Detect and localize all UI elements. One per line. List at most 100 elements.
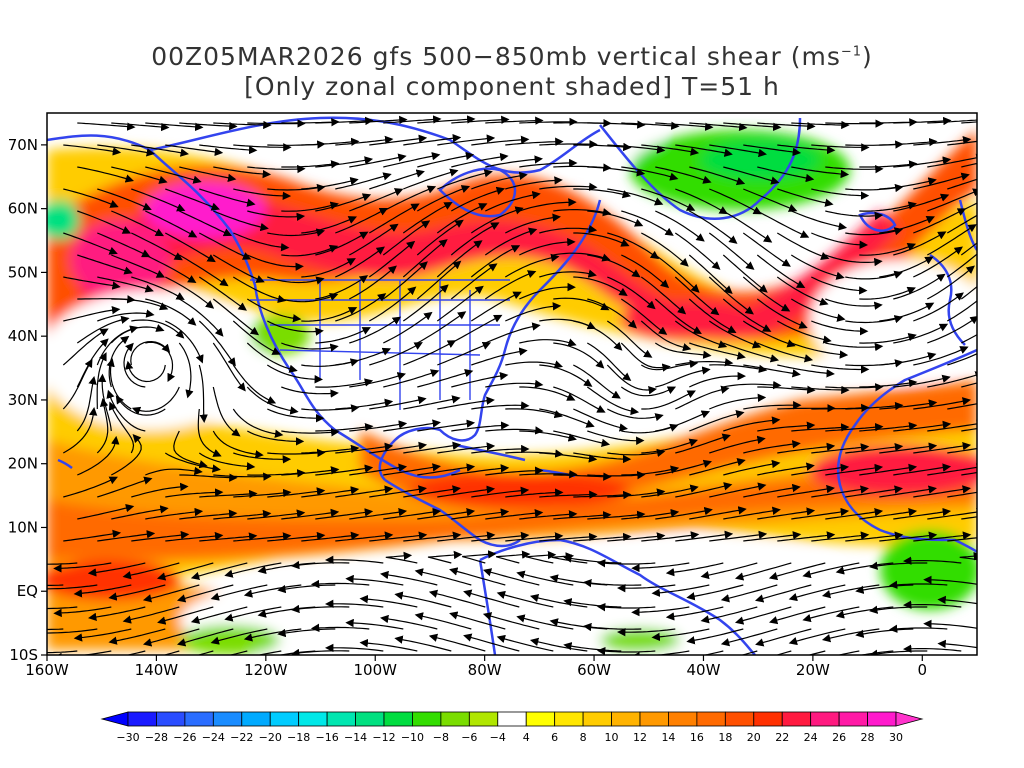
streamline xyxy=(145,466,203,476)
streamline xyxy=(145,254,197,284)
streamline xyxy=(301,444,360,454)
colorbar-swatch xyxy=(554,711,584,727)
streamline xyxy=(675,433,731,454)
streamline xyxy=(788,584,846,602)
streamline xyxy=(961,382,977,388)
streamline xyxy=(111,434,142,476)
colorbar-label: 28 xyxy=(861,731,875,744)
streamline xyxy=(368,203,420,234)
streamline xyxy=(845,315,904,324)
streamline xyxy=(485,379,544,389)
streamline xyxy=(607,408,664,422)
streamline xyxy=(335,293,387,322)
streamline xyxy=(462,550,497,564)
streamline xyxy=(641,359,699,371)
colorbar-swatch xyxy=(525,711,556,727)
streamline xyxy=(825,210,884,221)
y-tick-label: 10S xyxy=(9,646,38,664)
streamline xyxy=(825,342,884,352)
streamline xyxy=(655,166,712,184)
streamline xyxy=(879,442,938,454)
streamline xyxy=(946,214,977,234)
streamline xyxy=(369,169,425,190)
streamline xyxy=(291,648,350,655)
streamline xyxy=(519,237,576,256)
south-america-coast xyxy=(478,538,756,655)
streamline xyxy=(855,584,914,595)
streamline xyxy=(179,210,233,237)
streamline xyxy=(176,628,234,647)
streamline xyxy=(583,622,642,632)
streamline xyxy=(553,511,612,520)
streamline xyxy=(903,600,962,609)
streamline xyxy=(768,562,826,581)
streamline xyxy=(62,407,98,454)
streamline xyxy=(836,650,860,655)
streamline xyxy=(403,441,462,454)
streamline xyxy=(383,115,442,124)
streamline xyxy=(961,428,977,432)
streamline xyxy=(63,276,121,290)
colorbar-label: 6 xyxy=(551,731,558,744)
streamline xyxy=(63,305,121,322)
streamline xyxy=(402,284,449,322)
streamline xyxy=(723,122,782,132)
streamline xyxy=(63,529,122,542)
streamline xyxy=(674,276,720,316)
streamline xyxy=(471,347,528,366)
streamline xyxy=(734,606,792,625)
streamline xyxy=(553,430,611,448)
streamline xyxy=(301,137,360,147)
colorbar-under-arrow xyxy=(100,711,129,727)
streamline xyxy=(247,430,305,446)
streamline xyxy=(655,506,713,520)
colorbar-swatch xyxy=(383,711,413,727)
colorbar-swatch xyxy=(668,711,698,727)
streamline xyxy=(232,320,281,355)
streamline xyxy=(485,466,544,476)
streamline xyxy=(539,139,598,149)
streamline xyxy=(859,201,917,212)
streamline xyxy=(927,115,977,125)
streamline xyxy=(451,115,510,124)
streamline xyxy=(563,554,622,564)
streamline xyxy=(981,171,1024,189)
streamline xyxy=(359,594,418,608)
x-tick-label: 20W xyxy=(796,661,830,679)
streamline xyxy=(708,232,755,270)
streamline xyxy=(777,320,832,344)
streamline xyxy=(281,160,340,169)
streamline xyxy=(675,482,733,498)
streamline xyxy=(811,320,869,336)
streamline xyxy=(115,395,166,416)
streamline xyxy=(573,142,632,152)
streamline xyxy=(131,482,189,498)
streamline xyxy=(122,606,180,624)
streamline xyxy=(315,275,369,300)
streamline xyxy=(777,144,836,155)
streamline xyxy=(335,398,394,410)
colorbar-label: 22 xyxy=(775,731,789,744)
streamline xyxy=(233,188,292,201)
streamline xyxy=(403,168,459,190)
streamline xyxy=(651,628,710,642)
streamline xyxy=(291,604,350,614)
streamline xyxy=(451,508,510,520)
streamline xyxy=(247,210,306,221)
streamline xyxy=(709,144,767,158)
streamline xyxy=(709,188,762,215)
streamline xyxy=(349,372,406,388)
streamline xyxy=(437,169,493,190)
streamline xyxy=(325,643,384,653)
streamline xyxy=(247,164,306,174)
colorbar-swatch xyxy=(838,711,868,727)
streamline xyxy=(383,419,441,432)
streamline xyxy=(335,531,394,542)
streamline xyxy=(291,560,350,570)
streamline xyxy=(587,298,637,329)
colorbar-swatch xyxy=(696,711,726,727)
streamline xyxy=(757,210,810,238)
streamline xyxy=(587,254,641,278)
streamline xyxy=(879,215,935,234)
streamline xyxy=(655,366,711,388)
